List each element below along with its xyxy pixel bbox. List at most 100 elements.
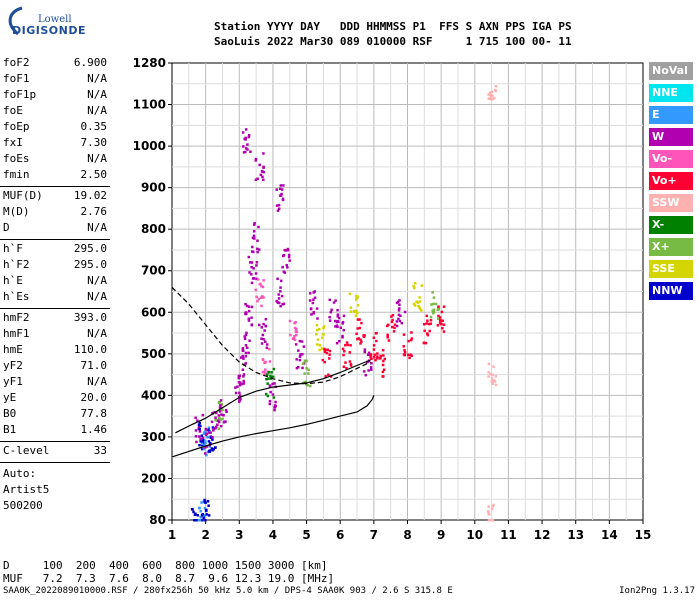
echo-point <box>413 304 417 307</box>
echo-point <box>209 441 212 445</box>
echo-point <box>257 225 260 229</box>
echo-point <box>409 338 413 342</box>
echo-point <box>356 337 359 341</box>
param-fxi: fxI 7.30 <box>3 136 107 152</box>
echo-point <box>393 323 397 326</box>
echo-point <box>442 305 446 308</box>
echo-point <box>367 351 371 355</box>
echo-point <box>354 298 358 301</box>
echo-point <box>252 277 256 280</box>
echo-point <box>341 336 344 339</box>
echo-point <box>342 353 345 357</box>
echo-point <box>434 302 438 306</box>
echo-point <box>239 356 243 359</box>
echo-point <box>395 324 399 328</box>
file-info: SAA0K_2022089010000.RSF / 280fx256h 50 k… <box>3 586 453 596</box>
echo-point <box>391 314 395 317</box>
echo-point <box>274 400 277 404</box>
param-name: B1 <box>3 423 17 436</box>
echo-point <box>262 337 265 341</box>
param-name: foEp <box>3 120 30 133</box>
echo-point <box>294 330 298 333</box>
echo-point <box>298 339 302 343</box>
x-tick-label: 3 <box>235 528 243 542</box>
echo-point <box>199 437 202 441</box>
echo-point <box>224 408 228 412</box>
echo-point <box>310 313 313 316</box>
echo-point <box>234 391 238 395</box>
echo-point <box>363 334 366 337</box>
echo-point <box>318 344 322 347</box>
echo-point <box>334 299 337 302</box>
echo-point <box>197 519 201 522</box>
echo-point <box>489 95 493 99</box>
echo-point <box>391 318 394 322</box>
echo-point <box>432 302 435 306</box>
echo-point <box>242 379 245 383</box>
param-name: h`F <box>3 242 23 255</box>
echo-point <box>386 333 389 337</box>
echo-point <box>329 310 333 314</box>
echo-point <box>357 337 360 340</box>
separator <box>0 186 110 187</box>
echo-point <box>191 508 194 511</box>
echo-point <box>262 178 265 182</box>
y-tick-label: 500 <box>141 347 166 361</box>
legend-item-xminus: X- <box>649 216 693 234</box>
echo-point <box>201 519 204 522</box>
echo-point <box>441 319 445 322</box>
echo-point <box>354 294 358 298</box>
echo-point <box>263 372 267 376</box>
y-tick-label: 80 <box>149 513 166 527</box>
echo-point <box>309 384 312 388</box>
echo-point <box>248 261 252 264</box>
version-label: Ion2Png 1.3.17 <box>619 586 695 596</box>
y-axis-ticks: 80 200 300 400 500 600 700 800 900 1000 1100 1280 <box>133 56 172 527</box>
echo-point <box>494 375 497 378</box>
echo-point <box>244 344 248 347</box>
echo-point <box>336 315 340 318</box>
param-value: N/A <box>87 104 107 117</box>
echo-point <box>412 302 416 306</box>
echo-point <box>270 371 273 374</box>
echo-point <box>410 331 413 334</box>
echo-point <box>307 372 310 375</box>
param-hmf1: hmF1 N/A <box>3 327 107 343</box>
echo-point <box>241 131 245 134</box>
echo-point <box>487 362 491 366</box>
echo-point <box>375 357 379 360</box>
echo-point <box>312 312 315 315</box>
param-name: D <box>3 221 10 234</box>
echo-point <box>254 272 258 275</box>
legend-item-noval: NoVal <box>649 62 693 80</box>
echo-point <box>214 418 217 422</box>
param-name: fxI <box>3 136 23 149</box>
echo-point <box>275 188 278 191</box>
param-value: 71.0 <box>80 359 108 372</box>
legend-item-sse: SSE <box>649 260 693 278</box>
echo-point <box>261 370 265 374</box>
echo-point <box>287 255 291 259</box>
x-tick-label: 8 <box>403 528 411 542</box>
echo-point <box>392 330 396 333</box>
echo-point <box>270 375 273 379</box>
echo-point <box>257 248 261 251</box>
echo-point <box>197 435 201 438</box>
echo-point <box>299 353 302 356</box>
echo-point <box>328 319 332 322</box>
echo-point <box>403 353 407 357</box>
echo-point <box>492 96 496 100</box>
echo-point <box>243 335 246 338</box>
echo-point <box>375 339 378 343</box>
echo-point <box>348 360 352 363</box>
legend-item-nnw: NNW <box>649 282 693 300</box>
echo-point <box>312 298 315 301</box>
echo-point <box>298 355 302 358</box>
echo-point <box>491 94 494 98</box>
echo-point <box>372 348 376 351</box>
echo-point <box>335 320 339 324</box>
param-value: N/A <box>87 88 107 101</box>
echo-point <box>276 277 279 281</box>
echo-point <box>264 361 267 364</box>
echo-point <box>205 453 208 457</box>
